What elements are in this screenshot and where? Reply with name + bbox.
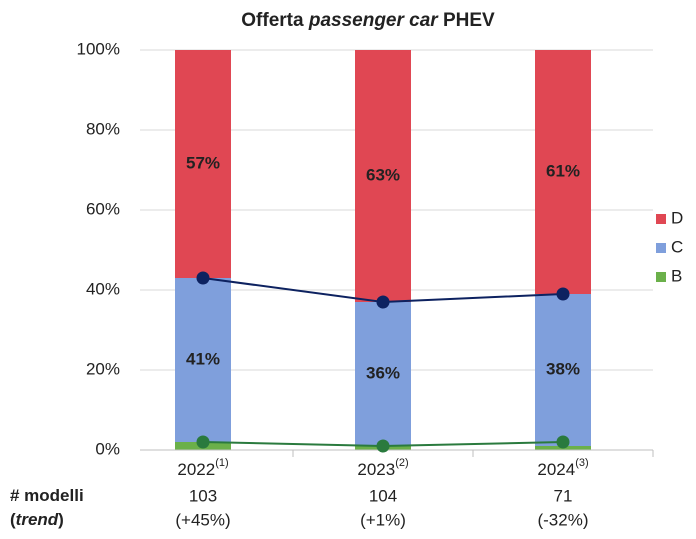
row-value: 104 <box>369 486 397 505</box>
row-value: 71 <box>554 486 573 505</box>
category-note: (3) <box>575 457 588 469</box>
data-label: 63% <box>366 165 400 184</box>
trend-point <box>196 271 210 285</box>
bar-segment <box>535 294 591 446</box>
bar-segment <box>175 278 231 442</box>
bar-segment <box>355 302 411 446</box>
row-label-part: ( <box>10 510 16 529</box>
row-label: (trend) <box>10 510 64 529</box>
row-label-part: ) <box>58 510 64 529</box>
row-label: # modelli <box>10 486 84 505</box>
data-label: 36% <box>366 363 400 382</box>
data-label: 41% <box>186 349 220 368</box>
trend-point <box>376 295 390 309</box>
trend-point <box>556 435 570 449</box>
row-value: (+45%) <box>175 510 230 529</box>
row-value: (+1%) <box>360 510 406 529</box>
legend-swatch <box>656 243 666 253</box>
x-tick-label: 2022(1) <box>177 457 228 480</box>
y-tick-label: 60% <box>86 199 120 218</box>
bar-segment <box>355 50 411 302</box>
category: 2024 <box>537 460 575 479</box>
row-label-part: trend <box>16 510 59 529</box>
legend-label: C <box>671 237 683 256</box>
row-value: 103 <box>189 486 217 505</box>
x-tick-label: 2024(3) <box>537 457 588 480</box>
legend-label: D <box>671 208 683 227</box>
row-label-part: # modelli <box>10 486 84 505</box>
row-value: (-32%) <box>537 510 588 529</box>
y-tick-label: 100% <box>77 39 120 58</box>
x-tick-label: 2023(2) <box>357 457 408 480</box>
trend-point <box>376 439 390 453</box>
bar-segment <box>535 50 591 294</box>
legend-label: B <box>671 266 682 285</box>
category-note: (2) <box>395 457 408 469</box>
bar-segment <box>175 50 231 278</box>
data-label: 57% <box>186 153 220 172</box>
y-tick-label: 20% <box>86 359 120 378</box>
category-note: (1) <box>215 457 228 469</box>
trend-point <box>556 287 570 301</box>
trend-point <box>196 435 210 449</box>
legend-swatch <box>656 272 666 282</box>
category: 2022 <box>177 460 215 479</box>
category: 2023 <box>357 460 395 479</box>
y-tick-label: 40% <box>86 279 120 298</box>
chart-title: Offerta passenger car PHEV <box>241 10 495 31</box>
y-tick-label: 0% <box>95 439 120 458</box>
data-label: 38% <box>546 359 580 378</box>
y-tick-label: 80% <box>86 119 120 138</box>
legend-swatch <box>656 214 666 224</box>
data-label: 61% <box>546 161 580 180</box>
